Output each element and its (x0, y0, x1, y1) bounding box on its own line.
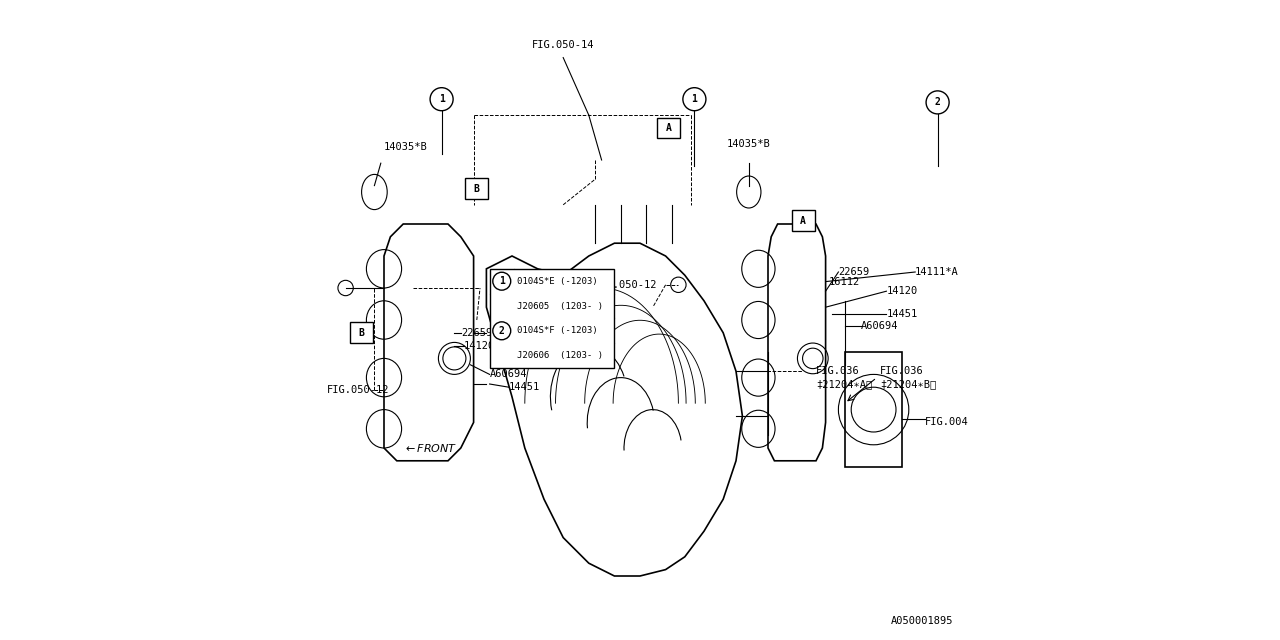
Circle shape (925, 91, 950, 114)
Text: B: B (358, 328, 365, 338)
Text: 14120: 14120 (465, 340, 495, 351)
Text: 1: 1 (439, 94, 444, 104)
Text: FIG.036: FIG.036 (881, 366, 924, 376)
Text: J20605  (1203- ): J20605 (1203- ) (517, 301, 603, 310)
Bar (490, 269, 614, 368)
Text: 2: 2 (499, 326, 504, 336)
Text: A050001895: A050001895 (891, 616, 954, 626)
Text: 14451: 14451 (886, 308, 918, 319)
Circle shape (493, 322, 511, 340)
Text: FIG.050-12: FIG.050-12 (595, 280, 658, 290)
Text: J20606  (1203- ): J20606 (1203- ) (517, 351, 603, 360)
Text: 16112: 16112 (829, 276, 860, 287)
Text: A: A (800, 216, 806, 226)
Text: FIG.050-12: FIG.050-12 (326, 385, 389, 396)
Circle shape (684, 88, 707, 111)
Text: 14451: 14451 (508, 382, 540, 392)
Text: A60694: A60694 (490, 369, 527, 380)
Text: 0104S*E (-1203): 0104S*E (-1203) (517, 276, 598, 285)
Text: A: A (666, 123, 672, 133)
Text: 14120: 14120 (886, 286, 918, 296)
Text: 1: 1 (691, 94, 698, 104)
Circle shape (430, 88, 453, 111)
Text: FIG.050-14: FIG.050-14 (532, 40, 594, 50)
Text: 22659: 22659 (838, 267, 869, 277)
Text: 0104S*F (-1203): 0104S*F (-1203) (517, 326, 598, 335)
Text: 2: 2 (934, 97, 941, 108)
Text: 14111*A: 14111*A (915, 267, 959, 277)
Bar (466, 179, 489, 199)
Bar (845, 352, 902, 467)
Text: FIG.036: FIG.036 (817, 366, 860, 376)
Text: ‡21204∗A〉: ‡21204∗A〉 (817, 379, 872, 389)
Circle shape (493, 272, 511, 290)
Text: FIG.004: FIG.004 (924, 417, 969, 428)
Text: $\leftarrow$FRONT: $\leftarrow$FRONT (403, 442, 457, 454)
Bar (351, 323, 374, 343)
Text: 1: 1 (499, 276, 504, 286)
Bar (658, 118, 681, 138)
Text: 14035*B: 14035*B (384, 142, 428, 152)
Text: ‡21204∗B〉: ‡21204∗B〉 (881, 379, 936, 389)
Text: A60694: A60694 (860, 321, 899, 332)
Text: 22659: 22659 (461, 328, 492, 338)
Text: 14111*B: 14111*B (563, 344, 607, 354)
Bar (791, 211, 815, 231)
Text: B: B (474, 184, 480, 194)
Text: 14035*B: 14035*B (727, 139, 771, 149)
